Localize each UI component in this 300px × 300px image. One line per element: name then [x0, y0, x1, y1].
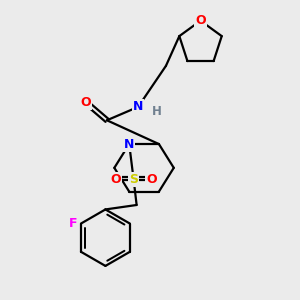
Text: O: O	[110, 173, 121, 186]
Text: O: O	[195, 14, 206, 27]
Text: S: S	[129, 173, 138, 186]
Text: N: N	[133, 100, 143, 113]
Text: H: H	[152, 105, 161, 118]
Text: O: O	[81, 96, 92, 109]
Text: O: O	[146, 173, 157, 186]
Text: F: F	[68, 217, 77, 230]
Text: N: N	[124, 138, 134, 151]
